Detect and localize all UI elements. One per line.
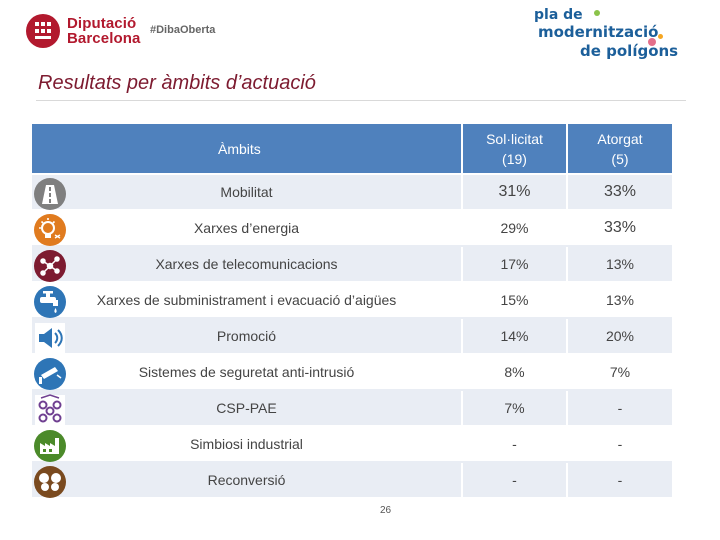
- factory-icon: [32, 429, 68, 463]
- ambit-name: Xarxes de telecomunicacions: [32, 247, 461, 281]
- results-table: Àmbits Sol·licitat (19) Atorgat (5) Mobili…: [32, 124, 672, 499]
- logo-dot-icon: [648, 38, 656, 46]
- diputacio-logo: Diputació Barcelona: [26, 14, 140, 48]
- ambit-name: Promoció: [32, 319, 461, 353]
- sollicitat-value: 14%: [461, 319, 566, 353]
- header-sollicitat-count: (19): [502, 150, 527, 167]
- table-row: Reconversió - -: [32, 463, 672, 499]
- program-logo-line2: modernització: [538, 23, 659, 41]
- sollicitat-value: 8%: [461, 355, 566, 389]
- atorgat-value: -: [566, 427, 672, 461]
- sollicitat-value: 17%: [461, 247, 566, 281]
- header-ambits: Àmbits: [32, 124, 461, 173]
- slide-title: Resultats per àmbits d’actuació: [38, 72, 316, 94]
- ambit-name: Xarxes d’energia: [32, 211, 461, 245]
- atorgat-value: 13%: [566, 247, 672, 281]
- people-network-icon: [32, 393, 68, 427]
- header-atorgat-count: (5): [611, 150, 629, 167]
- ambit-name: Simbiosi industrial: [32, 427, 461, 461]
- logo-dot-icon: [658, 34, 663, 39]
- program-logo-line1: pla de: [534, 7, 583, 23]
- table-header-row: Àmbits Sol·licitat (19) Atorgat (5): [32, 124, 672, 175]
- ambit-name: Mobilitat: [32, 175, 461, 209]
- atorgat-value: -: [566, 391, 672, 425]
- sollicitat-value: -: [461, 427, 566, 461]
- hashtag: #DibaOberta: [150, 24, 216, 36]
- header-sollicitat: Sol·licitat (19): [461, 124, 566, 173]
- ambit-name: Xarxes de subministrament i evacuació d’…: [32, 283, 461, 317]
- road-icon: [32, 177, 68, 211]
- atorgat-value: 20%: [566, 319, 672, 353]
- table-row: Xarxes d’energia 29% 33%: [32, 211, 672, 247]
- atorgat-value: 7%: [566, 355, 672, 389]
- security-camera-icon: [32, 357, 68, 391]
- org-name: Diputació Barcelona: [67, 16, 140, 46]
- table-row: Xarxes de telecomunicacions 17% 13%: [32, 247, 672, 283]
- sollicitat-value: 29%: [461, 211, 566, 245]
- network-icon: [32, 249, 68, 283]
- sollicitat-value: 15%: [461, 283, 566, 317]
- table-row: Xarxes de subministrament i evacuació d’…: [32, 283, 672, 319]
- diputacio-seal-icon: [26, 14, 60, 48]
- megaphone-icon: [32, 321, 68, 355]
- atorgat-value: -: [566, 463, 672, 497]
- table-row: CSP-PAE 7% -: [32, 391, 672, 427]
- org-name-line2: Barcelona: [67, 30, 141, 47]
- program-logo: pla de modernització de polígons: [524, 4, 686, 62]
- butterfly-icon: [32, 465, 68, 499]
- ambit-name: Sistemes de seguretat anti-intrusió: [32, 355, 461, 389]
- sollicitat-value: -: [461, 463, 566, 497]
- ambit-name: Reconversió: [32, 463, 461, 497]
- table-row: Mobilitat 31% 33%: [32, 175, 672, 211]
- program-logo-line3: de polígons: [580, 42, 679, 60]
- logo-dot-icon: [594, 10, 600, 16]
- atorgat-value: 33%: [566, 211, 672, 245]
- org-name-line1: Diputació: [67, 15, 137, 32]
- table-row: Promoció 14% 20%: [32, 319, 672, 355]
- title-divider: [36, 100, 686, 101]
- atorgat-value: 13%: [566, 283, 672, 317]
- header-atorgat-label: Atorgat: [597, 130, 643, 147]
- lightbulb-icon: [32, 213, 68, 247]
- page-number: 26: [380, 505, 392, 516]
- header-sollicitat-label: Sol·licitat: [486, 130, 543, 147]
- ambit-name: CSP-PAE: [32, 391, 461, 425]
- atorgat-value: 33%: [566, 175, 672, 209]
- table-row: Simbiosi industrial - -: [32, 427, 672, 463]
- header-atorgat: Atorgat (5): [566, 124, 672, 173]
- water-tap-icon: [32, 285, 68, 319]
- table-row: Sistemes de seguretat anti-intrusió 8% 7…: [32, 355, 672, 391]
- sollicitat-value: 31%: [461, 175, 566, 209]
- sollicitat-value: 7%: [461, 391, 566, 425]
